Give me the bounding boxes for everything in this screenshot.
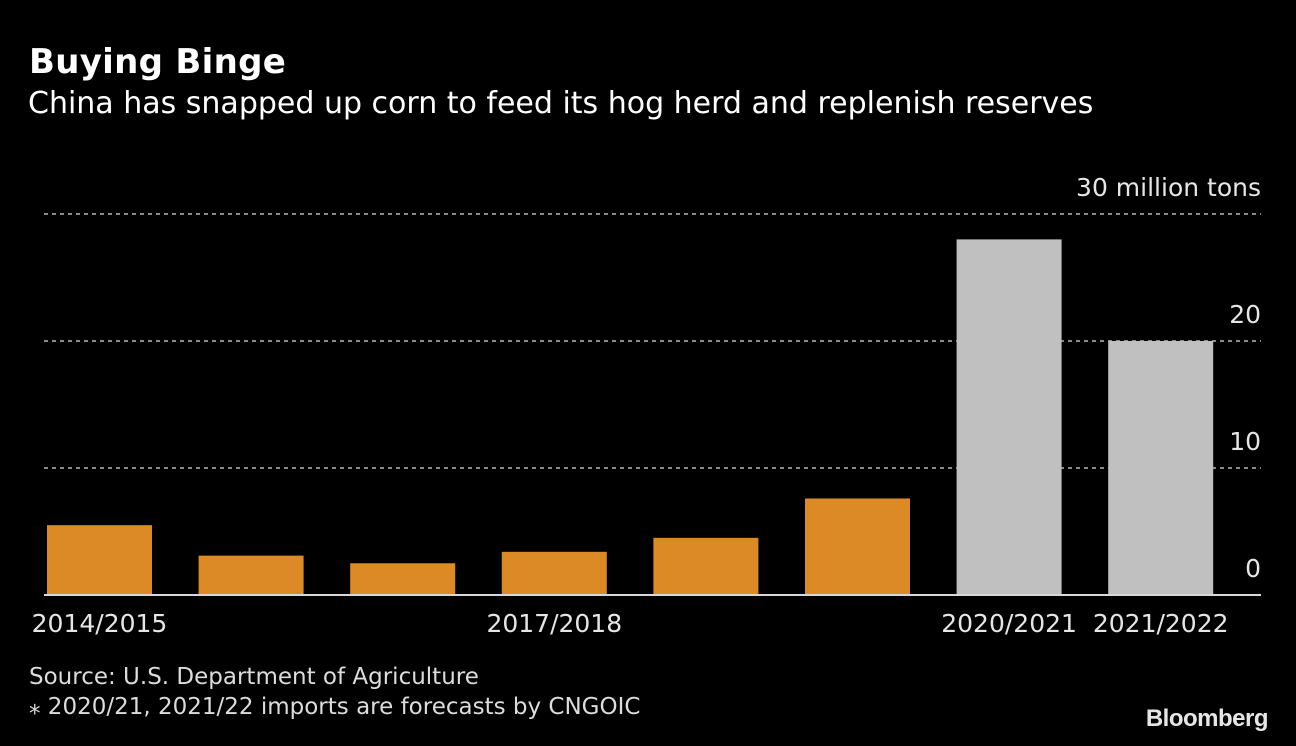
bars <box>47 239 1214 595</box>
source-note: Source: U.S. Department of Agriculture <box>29 664 479 690</box>
chart-subtitle: China has snapped up corn to feed its ho… <box>28 86 1094 121</box>
bar-2021-2022 <box>1108 341 1214 595</box>
bar-2017-2018 <box>501 551 607 595</box>
bar-2016-2017 <box>350 563 456 595</box>
y-tick-label: 20 <box>1229 300 1261 329</box>
bar-2015-2016 <box>198 555 304 595</box>
bar-2014-2015 <box>47 525 152 595</box>
y-tick-label: 0 <box>1245 554 1261 583</box>
x-tick-label: 2014/2015 <box>32 609 168 638</box>
bar-2019-2020 <box>805 498 910 595</box>
forecast-footnote: ⁎ 2020/21, 2021/22 imports are forecasts… <box>29 694 641 720</box>
y-axis-ticks: 0 10 20 30 million tons <box>1076 173 1261 583</box>
x-tick-label: 2021/2022 <box>1093 609 1229 638</box>
y-tick-label: 10 <box>1229 427 1261 456</box>
bar-2018-2019 <box>653 537 759 595</box>
chart-title: Buying Binge <box>29 42 287 82</box>
gridlines <box>44 213 1261 469</box>
bloomberg-logo: Bloomberg <box>1145 705 1269 732</box>
x-tick-label: 2017/2018 <box>486 609 622 638</box>
x-axis-ticks: 2014/2015 2017/2018 2020/2021 2021/2022 <box>32 609 1229 638</box>
x-tick-label: 2020/2021 <box>941 609 1077 638</box>
y-tick-label: 30 million tons <box>1076 173 1261 202</box>
bar-2020-2021 <box>956 239 1062 595</box>
